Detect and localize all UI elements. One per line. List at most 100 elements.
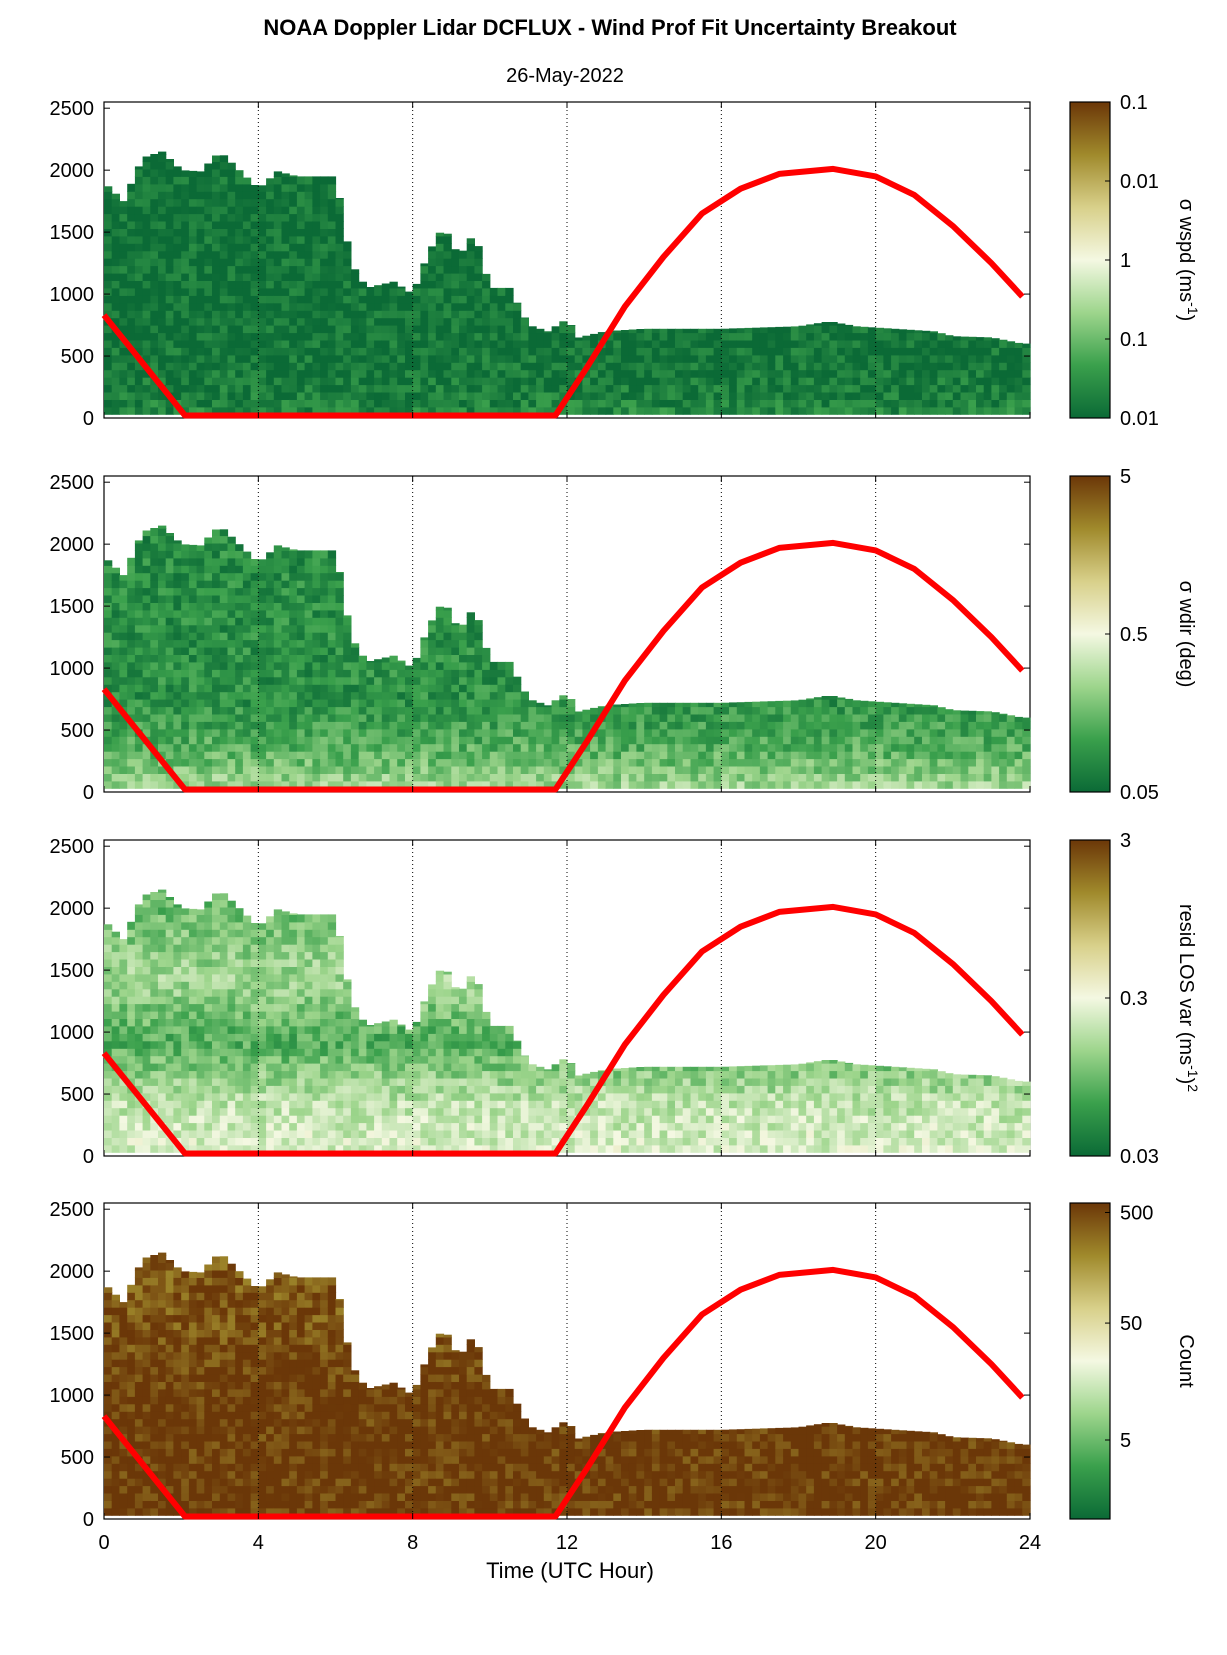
heatmap-cell — [235, 235, 244, 244]
heatmap-cell — [690, 766, 699, 774]
heatmap-cell — [320, 743, 329, 752]
heatmap-cell — [659, 369, 668, 378]
heatmap-cell — [813, 743, 823, 752]
heatmap-cell — [158, 899, 167, 908]
heatmap-cell — [104, 1122, 113, 1131]
heatmap-cell — [713, 706, 722, 715]
heatmap-cell — [181, 691, 190, 700]
heatmap-cell — [914, 339, 923, 348]
heatmap-cell — [227, 773, 236, 782]
heatmap-cell — [628, 329, 637, 334]
heatmap-cell — [474, 728, 483, 737]
heatmap-cell — [721, 339, 730, 348]
heatmap-cell — [775, 354, 784, 363]
heatmap-cell — [844, 392, 854, 400]
heatmap-cell — [636, 736, 645, 745]
heatmap-cell — [304, 565, 313, 574]
heatmap-cell — [104, 981, 113, 990]
heatmap-cell — [142, 1077, 151, 1086]
heatmap-cell — [188, 647, 198, 655]
heatmap-cell — [613, 384, 622, 393]
heatmap-cell — [111, 198, 120, 207]
heatmap-cell — [536, 406, 545, 415]
heatmap-cell — [134, 166, 144, 170]
heatmap-cell — [327, 399, 337, 408]
heatmap-cell — [551, 362, 560, 371]
heatmap-cell — [489, 691, 499, 700]
heatmap-cell — [983, 773, 992, 782]
heatmap-cell — [343, 780, 352, 789]
heatmap-cell — [405, 676, 414, 685]
heatmap-cell — [173, 676, 182, 685]
heatmap-cell — [381, 736, 391, 745]
heatmap-cell — [806, 384, 815, 393]
heatmap-cell — [582, 709, 591, 715]
heatmap-cell — [127, 595, 136, 603]
heatmap-cell — [991, 399, 1000, 408]
heatmap-cell — [188, 183, 198, 192]
heatmap-cell — [543, 773, 553, 782]
heatmap-cell — [134, 1144, 144, 1153]
heatmap-cell — [343, 347, 352, 356]
heatmap-cell — [296, 377, 306, 386]
heatmap-cell — [775, 743, 784, 752]
heatmap-cell — [142, 617, 151, 626]
heatmap-cell — [165, 1003, 174, 1012]
heatmap-cell — [798, 751, 807, 760]
heatmap-cell — [335, 743, 344, 752]
heatmap-cell — [304, 287, 313, 296]
heatmap-cell — [960, 339, 969, 348]
heatmap-cell — [227, 183, 236, 192]
heatmap-cell — [104, 1025, 113, 1034]
heatmap-cell — [513, 302, 522, 311]
heatmap-cell — [397, 286, 406, 289]
heatmap-cell — [374, 362, 383, 371]
heatmap-cell — [806, 713, 815, 722]
heatmap-cell — [698, 736, 707, 745]
heatmap-cell — [142, 406, 151, 415]
heatmap-cell — [173, 1048, 182, 1057]
heatmap-cell — [242, 736, 252, 745]
heatmap-cell — [412, 736, 421, 745]
heatmap-cell — [165, 557, 174, 566]
heatmap-cell — [212, 384, 221, 393]
heatmap-cell — [790, 392, 800, 400]
heatmap-cell — [119, 966, 128, 975]
heatmap-cell — [443, 243, 452, 252]
heatmap-cell — [196, 545, 205, 551]
heatmap-cell — [675, 347, 684, 356]
heatmap-cell — [158, 572, 167, 581]
heatmap-cell — [574, 773, 583, 782]
heatmap-cell — [451, 325, 460, 334]
heatmap-cell — [829, 706, 838, 715]
heatmap-cell — [320, 713, 329, 722]
heatmap-cell — [119, 587, 128, 596]
heatmap-cell — [181, 1011, 190, 1019]
heatmap-cell — [922, 773, 931, 782]
heatmap-cell — [466, 250, 475, 259]
heatmap-cell — [335, 206, 344, 215]
heatmap-cell — [158, 1018, 167, 1027]
heatmap-cell — [343, 728, 352, 737]
heatmap-cell — [999, 406, 1008, 415]
heatmap-cell — [374, 766, 383, 774]
heatmap-cell — [590, 369, 599, 378]
heatmap-cell — [420, 392, 429, 400]
heatmap-cell — [289, 258, 298, 267]
heatmap-cell — [736, 758, 746, 767]
heatmap-cell — [196, 354, 205, 363]
heatmap-cell — [412, 399, 421, 408]
heatmap-cell — [613, 354, 622, 363]
heatmap-cell — [296, 676, 306, 685]
heatmap-cell — [343, 617, 352, 626]
heatmap-cell — [875, 773, 884, 782]
heatmap-cell — [474, 736, 483, 745]
heatmap-cell — [1022, 721, 1031, 730]
heatmap-cell — [204, 684, 213, 693]
heatmap-cell — [134, 550, 144, 559]
heatmap-cell — [134, 595, 144, 603]
heatmap-cell — [952, 369, 962, 378]
heatmap-cell — [551, 766, 560, 774]
heatmap-cell — [374, 728, 383, 737]
heatmap-cell — [165, 191, 174, 200]
